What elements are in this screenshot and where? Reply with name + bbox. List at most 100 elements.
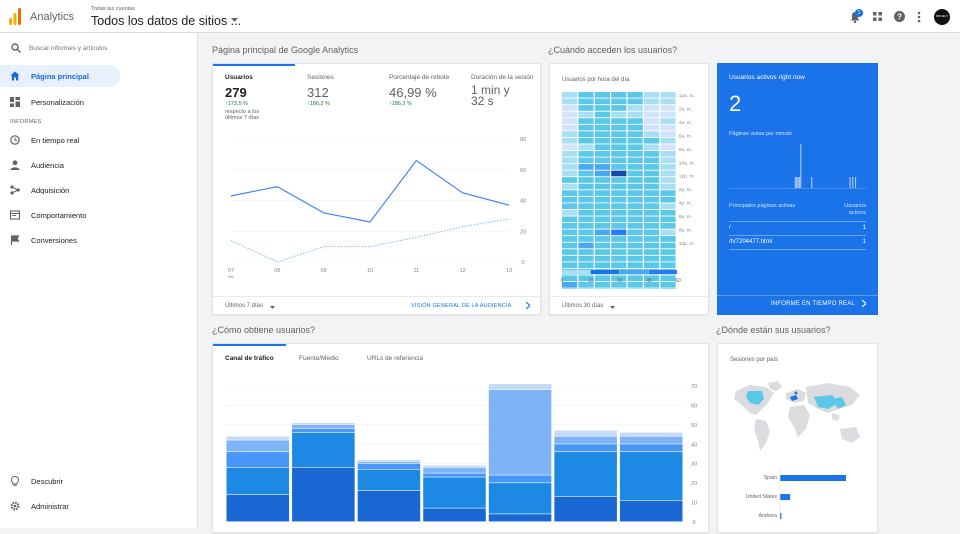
chevron-down-icon[interactable] (231, 18, 238, 22)
metric-session-duration[interactable]: Duración de la sesión 1 min y 32 s (471, 74, 541, 107)
realtime-report-link[interactable]: INFORME EN TIEMPO REAL (771, 301, 855, 307)
hour-label: 12a. m. (679, 93, 695, 99)
stacked-bar-segment (357, 461, 421, 464)
hour-label: 12p. m. (679, 174, 695, 180)
top-bar: Analytics Todas las cuentas Todos los da… (0, 0, 960, 33)
heatmap-cell (660, 144, 676, 151)
heatmap-cell (644, 242, 660, 249)
heatmap-date-range-selector[interactable]: Últimos 30 días (562, 303, 604, 309)
metric-sessions[interactable]: Sesiones 312 ↑186,2 % (307, 74, 377, 107)
hour-label: 4a. m. (679, 120, 692, 126)
hourly-heatmap: 12a. m. 2a. m. 4a. m. 6a. m. 8a. m. 10a. m. 12… (561, 92, 695, 289)
y-tick-label: 0 (521, 260, 524, 266)
heatmap-cell (578, 177, 594, 183)
sidebar-item-realtime[interactable]: En tiempo real (0, 129, 120, 151)
active-users-label: activos (848, 210, 866, 216)
sidebar-item-admin[interactable]: Administrar (0, 495, 120, 517)
world-map (734, 381, 860, 451)
heatmap-cell (660, 111, 676, 118)
metric-users[interactable]: Usuarios 279 ↑173,5 % respecto a los últ… (225, 74, 295, 121)
sidebar-item-acquisition[interactable]: Adquisición (0, 179, 120, 201)
hour-label: 10p. m. (679, 241, 695, 247)
heatmap-cell (660, 118, 676, 124)
heatmap-cell (611, 105, 627, 111)
sidebar-item-behavior[interactable]: Comportamiento (0, 204, 120, 226)
hour-label: 2p. m. (679, 187, 692, 193)
hour-label: 10a. m. (679, 160, 695, 166)
heatmap-cell (660, 131, 676, 137)
active-page-path[interactable]: / (729, 225, 731, 231)
heatmap-cell (562, 137, 578, 144)
svg-text:?: ? (897, 12, 902, 21)
heatmap-cell (562, 190, 578, 196)
heatmap-cell (562, 92, 578, 98)
heatmap-cell (611, 281, 627, 288)
pageview-bar (794, 177, 796, 188)
chevron-right-icon[interactable] (862, 300, 866, 307)
pageview-bar (796, 177, 798, 188)
heatmap-cell (562, 249, 578, 255)
heatmap-cell (660, 190, 676, 196)
stacked-bar-segment (292, 467, 355, 522)
y-tick-label: 60 (691, 403, 697, 409)
active-users-value: 2 (729, 91, 742, 116)
sidebar-item-conversions[interactable]: Conversiones (0, 229, 120, 251)
heatmap-cell (644, 203, 660, 210)
sidebar-item-audience[interactable]: Audiencia (0, 154, 120, 176)
stacked-bar-segment (554, 436, 617, 444)
heatmap-cell (562, 144, 578, 151)
metric-label: Porcentaje de rebote (389, 74, 450, 81)
heatmap-cell (578, 164, 594, 170)
heatmap-cell (562, 183, 578, 190)
sidebar-item-discover[interactable]: Descubrir (0, 470, 120, 492)
stacked-bar-segment (619, 444, 683, 452)
active-page-path[interactable]: /h/7204477.html (729, 239, 773, 245)
heatmap-cell (627, 111, 643, 118)
country-bar (780, 513, 782, 519)
stacked-bar-segment (357, 469, 421, 491)
pageview-bar (811, 177, 813, 188)
heatmap-cell (578, 255, 594, 262)
heatmap-cell (611, 262, 627, 268)
property-selector[interactable]: Todos los datos de sitios ... (91, 14, 242, 28)
sidebar: Página principal Personalización INFORME… (0, 33, 198, 528)
pageview-bar (855, 177, 857, 188)
heatmap-cell (627, 150, 643, 157)
heatmap-cell (594, 223, 610, 229)
avatar[interactable]: PROJECT (934, 9, 950, 25)
heatmap-cell (578, 262, 594, 268)
heatmap-cell (644, 209, 660, 216)
tab-traffic-channel[interactable]: Canal de tráfico (225, 355, 274, 362)
hour-label: 8a. m. (679, 147, 692, 153)
heatmap-cell (594, 275, 610, 282)
heatmap-cell (627, 170, 643, 177)
sidebar-item-home[interactable]: Página principal (0, 65, 120, 87)
heatmap-cell (644, 131, 660, 137)
more-vert-icon[interactable] (917, 11, 921, 23)
sidebar-item-label: Conversiones (31, 236, 77, 245)
search-input[interactable] (29, 42, 189, 54)
heatmap-cell (578, 288, 594, 289)
pageview-bar (800, 144, 802, 188)
metric-change: ↑186,2 % (389, 101, 412, 107)
chevron-right-icon[interactable] (526, 302, 530, 309)
heatmap-cell (578, 131, 594, 137)
legend-scale-label: 15 (588, 278, 594, 284)
heatmap-cell (578, 281, 594, 288)
metric-bounce-rate[interactable]: Porcentaje de rebote 46,99 % ↑186,2 % (389, 74, 464, 107)
date-range-selector[interactable]: Últimos 7 días (225, 303, 264, 309)
stacked-bar-segment (226, 440, 290, 452)
sidebar-item-label: En tiempo real (31, 136, 80, 145)
audience-overview-link[interactable]: VISIÓN GENERAL DE LA AUDIENCIA (411, 303, 512, 309)
heatmap-cell (578, 209, 594, 216)
heatmap-cell (627, 203, 643, 210)
help-icon[interactable]: ? (894, 11, 905, 22)
heatmap-cell (644, 196, 660, 203)
sidebar-item-customization[interactable]: Personalización (0, 91, 120, 113)
heatmap-cell (611, 177, 627, 183)
apps-grid-icon[interactable] (873, 12, 882, 21)
tab-source-medium[interactable]: Fuente/Medio (299, 355, 339, 362)
stacked-bar-segment (226, 494, 290, 522)
tab-referral-urls[interactable]: URLs de referencia (367, 355, 423, 362)
heatmap-cell (644, 137, 660, 144)
